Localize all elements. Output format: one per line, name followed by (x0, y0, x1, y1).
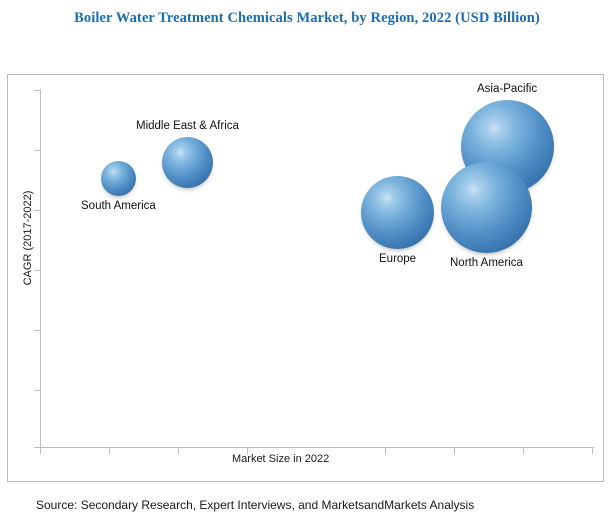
x-axis-tick (40, 448, 41, 454)
x-axis-tick (454, 448, 455, 454)
bubble-europe[interactable] (360, 175, 434, 249)
y-axis-line (40, 89, 41, 448)
bubble-north-america[interactable] (440, 161, 532, 253)
y-axis-tick (34, 390, 40, 391)
bubble-middle-east-africa[interactable] (161, 136, 213, 188)
bubble-south-america[interactable] (100, 160, 136, 196)
bubble-label-europe: Europe (379, 253, 417, 265)
bubble-label-south-america: South America (81, 200, 156, 212)
x-axis-line (40, 447, 594, 448)
y-axis-tick (34, 330, 40, 331)
x-axis-tick (109, 448, 110, 454)
y-axis-tick (34, 210, 40, 211)
bubble-label-north-america: North America (450, 257, 523, 269)
x-axis-tick (385, 448, 386, 454)
bubble-label-middle-east-africa: Middle East & Africa (136, 120, 239, 132)
y-axis-title: CAGR (2017-2022) (22, 190, 34, 286)
y-axis-tick (34, 447, 40, 448)
x-axis-tick (178, 448, 179, 454)
x-axis-tick (592, 448, 593, 454)
x-axis-tick (247, 448, 248, 454)
y-axis-tick (34, 90, 40, 91)
page-title: Boiler Water Treatment Chemicals Market,… (74, 10, 540, 26)
source-note: Source: Secondary Research, Expert Inter… (36, 498, 475, 512)
bubble-label-asia-pacific: Asia-Pacific (477, 83, 538, 95)
x-axis-tick (523, 448, 524, 454)
y-axis-tick (34, 270, 40, 271)
y-axis-tick (34, 150, 40, 151)
x-axis-title: Market Size in 2022 (232, 453, 330, 465)
